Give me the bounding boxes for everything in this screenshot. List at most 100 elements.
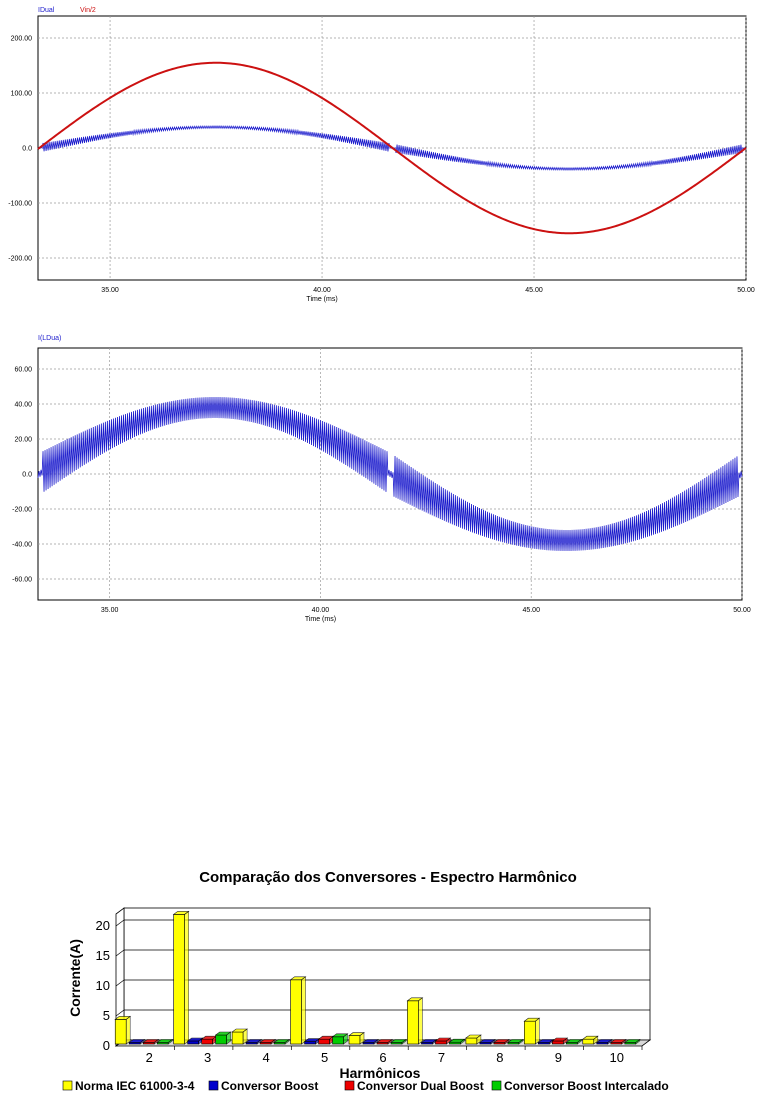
bar-conversor-boost-intercalado-3 [214, 1031, 232, 1045]
bar-norma-iec-61000-3-4-7-side [418, 997, 423, 1045]
x-tick-label: 10 [610, 1050, 624, 1065]
bar-norma-iec-61000-3-4-10-front [582, 1038, 595, 1045]
bar-norma-iec-61000-3-4-4 [231, 1028, 249, 1045]
bar-conversor-dual-boost-7-front [435, 1040, 447, 1045]
x-tick-label: 45.00 [525, 287, 543, 294]
bar-conversor-boost-intercalado-5-side [343, 1033, 348, 1045]
bar-norma-iec-61000-3-4-5 [289, 976, 307, 1045]
bar-conversor-boost-intercalado-6-side [401, 1038, 407, 1045]
bar-conversor-dual-boost-8-side [504, 1038, 510, 1045]
bar-conversor-dual-boost-3-front [201, 1038, 213, 1045]
bar-conversor-boost-intercalado-4 [273, 1038, 291, 1045]
y-tick-label: -200.00 [8, 256, 32, 263]
bar-conversor-boost-8 [478, 1038, 496, 1045]
y-tick-label: 0 [103, 1038, 110, 1053]
bar-conversor-boost-2-side [139, 1038, 145, 1045]
y-tick-label: -40.00 [12, 542, 32, 549]
bar-norma-iec-61000-3-4-6-side [359, 1032, 365, 1045]
x-tick-label: 3 [204, 1050, 211, 1065]
bar-norma-iec-61000-3-4-4-side [242, 1028, 248, 1045]
bar-norma-iec-61000-3-4-8-side [476, 1034, 482, 1045]
plot-back-wall [123, 907, 651, 1041]
bar-conversor-boost-intercalado-5 [331, 1033, 349, 1045]
bar-norma-iec-61000-3-4-7-front [407, 1000, 419, 1045]
bar-conversor-boost-3 [186, 1037, 204, 1045]
bar-norma-iec-61000-3-4-9 [523, 1017, 541, 1045]
legend-label-norma-iec-61000-3-4: Norma IEC 61000-3-4 [75, 1079, 195, 1093]
y-axis-label: Corrente(A) [67, 939, 83, 1017]
bar-conversor-dual-boost-8 [492, 1038, 510, 1045]
bar-conversor-boost-intercalado-10-side [635, 1038, 641, 1045]
chart-panel-idual-vin: IDual Vin/2 200.00 100.00 0.0 -100.00 -200.00 3… [0, 0, 757, 320]
bar-conversor-dual-boost-9 [551, 1037, 569, 1045]
bar-conversor-boost-intercalado-8 [506, 1038, 524, 1045]
bar-conversor-boost-6 [362, 1038, 379, 1045]
bar-conversor-dual-boost-10-side [621, 1038, 627, 1045]
legend-swatch-conversor-boost-intercalado [491, 1080, 502, 1091]
bar-norma-iec-61000-3-4-8-front [465, 1037, 478, 1045]
bar-conversor-boost-intercalado-9-side [577, 1038, 582, 1045]
gridline-y-side [115, 949, 125, 957]
y-tick-label: 0.0 [22, 146, 32, 153]
bar-norma-iec-61000-3-4-10-side [593, 1035, 599, 1045]
legend-entry-i-ldua-: I(LDua) [38, 335, 61, 342]
bar-conversor-dual-boost-4 [259, 1038, 277, 1045]
x-tick-label: 35.00 [101, 287, 119, 294]
x-tick-label: 2 [146, 1050, 153, 1065]
x-tick-label: 5 [321, 1050, 328, 1065]
line-chart-ildua: I(LDua) 60.00 40.00 20.00 0.0 -20.00 -40.00 -60… [12, 335, 751, 623]
gridline-y-side [115, 919, 125, 927]
bar-conversor-boost-4 [245, 1038, 263, 1045]
x-axis-label: Harmônicos [340, 1065, 421, 1081]
x-tick-label: 8 [496, 1050, 503, 1065]
bar-norma-iec-61000-3-4-5-front [290, 979, 302, 1045]
bar-conversor-boost-7 [420, 1038, 438, 1045]
bar-conversor-dual-boost-9-side [563, 1037, 568, 1045]
x-tick-label: 50.00 [737, 287, 755, 294]
bar-conversor-boost-8-side [490, 1038, 496, 1045]
x-tick-label: 40.00 [312, 607, 330, 614]
x-tick-label: 7 [438, 1050, 445, 1065]
bar-conversor-boost-6-side [373, 1038, 379, 1045]
bar-norma-iec-61000-3-4-9-side [535, 1017, 540, 1045]
bar-norma-iec-61000-3-4-2-side [125, 1015, 131, 1045]
chart-title: Comparação dos Conversores - Espectro Ha… [199, 869, 577, 886]
bar-conversor-boost-4-side [256, 1038, 262, 1045]
bar-norma-iec-61000-3-4-5-side [301, 976, 306, 1045]
x-tick-label: 40.00 [313, 287, 331, 294]
series-line-vin-2 [37, 61, 747, 235]
bar-conversor-boost-intercalado-6 [390, 1038, 407, 1045]
bar-conversor-boost-intercalado-3-front [215, 1034, 227, 1045]
bar-conversor-dual-boost-5 [317, 1035, 335, 1045]
gridline-y-side [115, 979, 125, 987]
bar-conversor-boost-intercalado-4-side [284, 1038, 290, 1045]
bar-norma-iec-61000-3-4-6-front [348, 1035, 361, 1045]
bar-norma-iec-61000-3-4-8 [464, 1034, 482, 1045]
bar-conversor-dual-boost-4-side [270, 1038, 276, 1045]
bar-conversor-dual-boost-10 [609, 1038, 627, 1045]
x-tick-label: 6 [379, 1050, 386, 1065]
y-tick-label: 10 [96, 978, 110, 993]
bar-norma-iec-61000-3-4-3 [172, 910, 190, 1045]
bar-conversor-boost-5-front [304, 1041, 316, 1045]
y-tick-label: 200.00 [11, 36, 33, 43]
y-tick-label: 5 [103, 1008, 110, 1023]
bar-conversor-boost-intercalado-10 [623, 1038, 641, 1045]
bar-conversor-boost-intercalado-9 [565, 1038, 583, 1045]
y-tick-label: 20 [96, 918, 110, 933]
bar-conversor-boost-10-side [607, 1038, 613, 1045]
bar-conversor-boost-intercalado-7 [448, 1038, 466, 1045]
bar-conversor-boost-3-front [187, 1040, 199, 1045]
bar-conversor-dual-boost-6 [376, 1038, 393, 1045]
bar-norma-iec-61000-3-4-4-front [231, 1031, 244, 1045]
x-axis-label: Time (ms) [305, 616, 336, 623]
bar-norma-iec-61000-3-4-9-front [524, 1020, 536, 1045]
x-tick-label: 50.00 [733, 607, 751, 614]
legend-swatch-conversor-dual-boost [344, 1080, 355, 1091]
y-tick-label: 40.00 [14, 402, 32, 409]
y-tick-label: -100.00 [8, 201, 32, 208]
bar-norma-iec-61000-3-4-3-front [173, 914, 185, 1045]
x-axis-label: Time (ms) [306, 296, 337, 303]
bar-conversor-boost-intercalado-2 [156, 1038, 174, 1045]
legend-label-conversor-boost-intercalado: Conversor Boost Intercalado [504, 1079, 669, 1093]
